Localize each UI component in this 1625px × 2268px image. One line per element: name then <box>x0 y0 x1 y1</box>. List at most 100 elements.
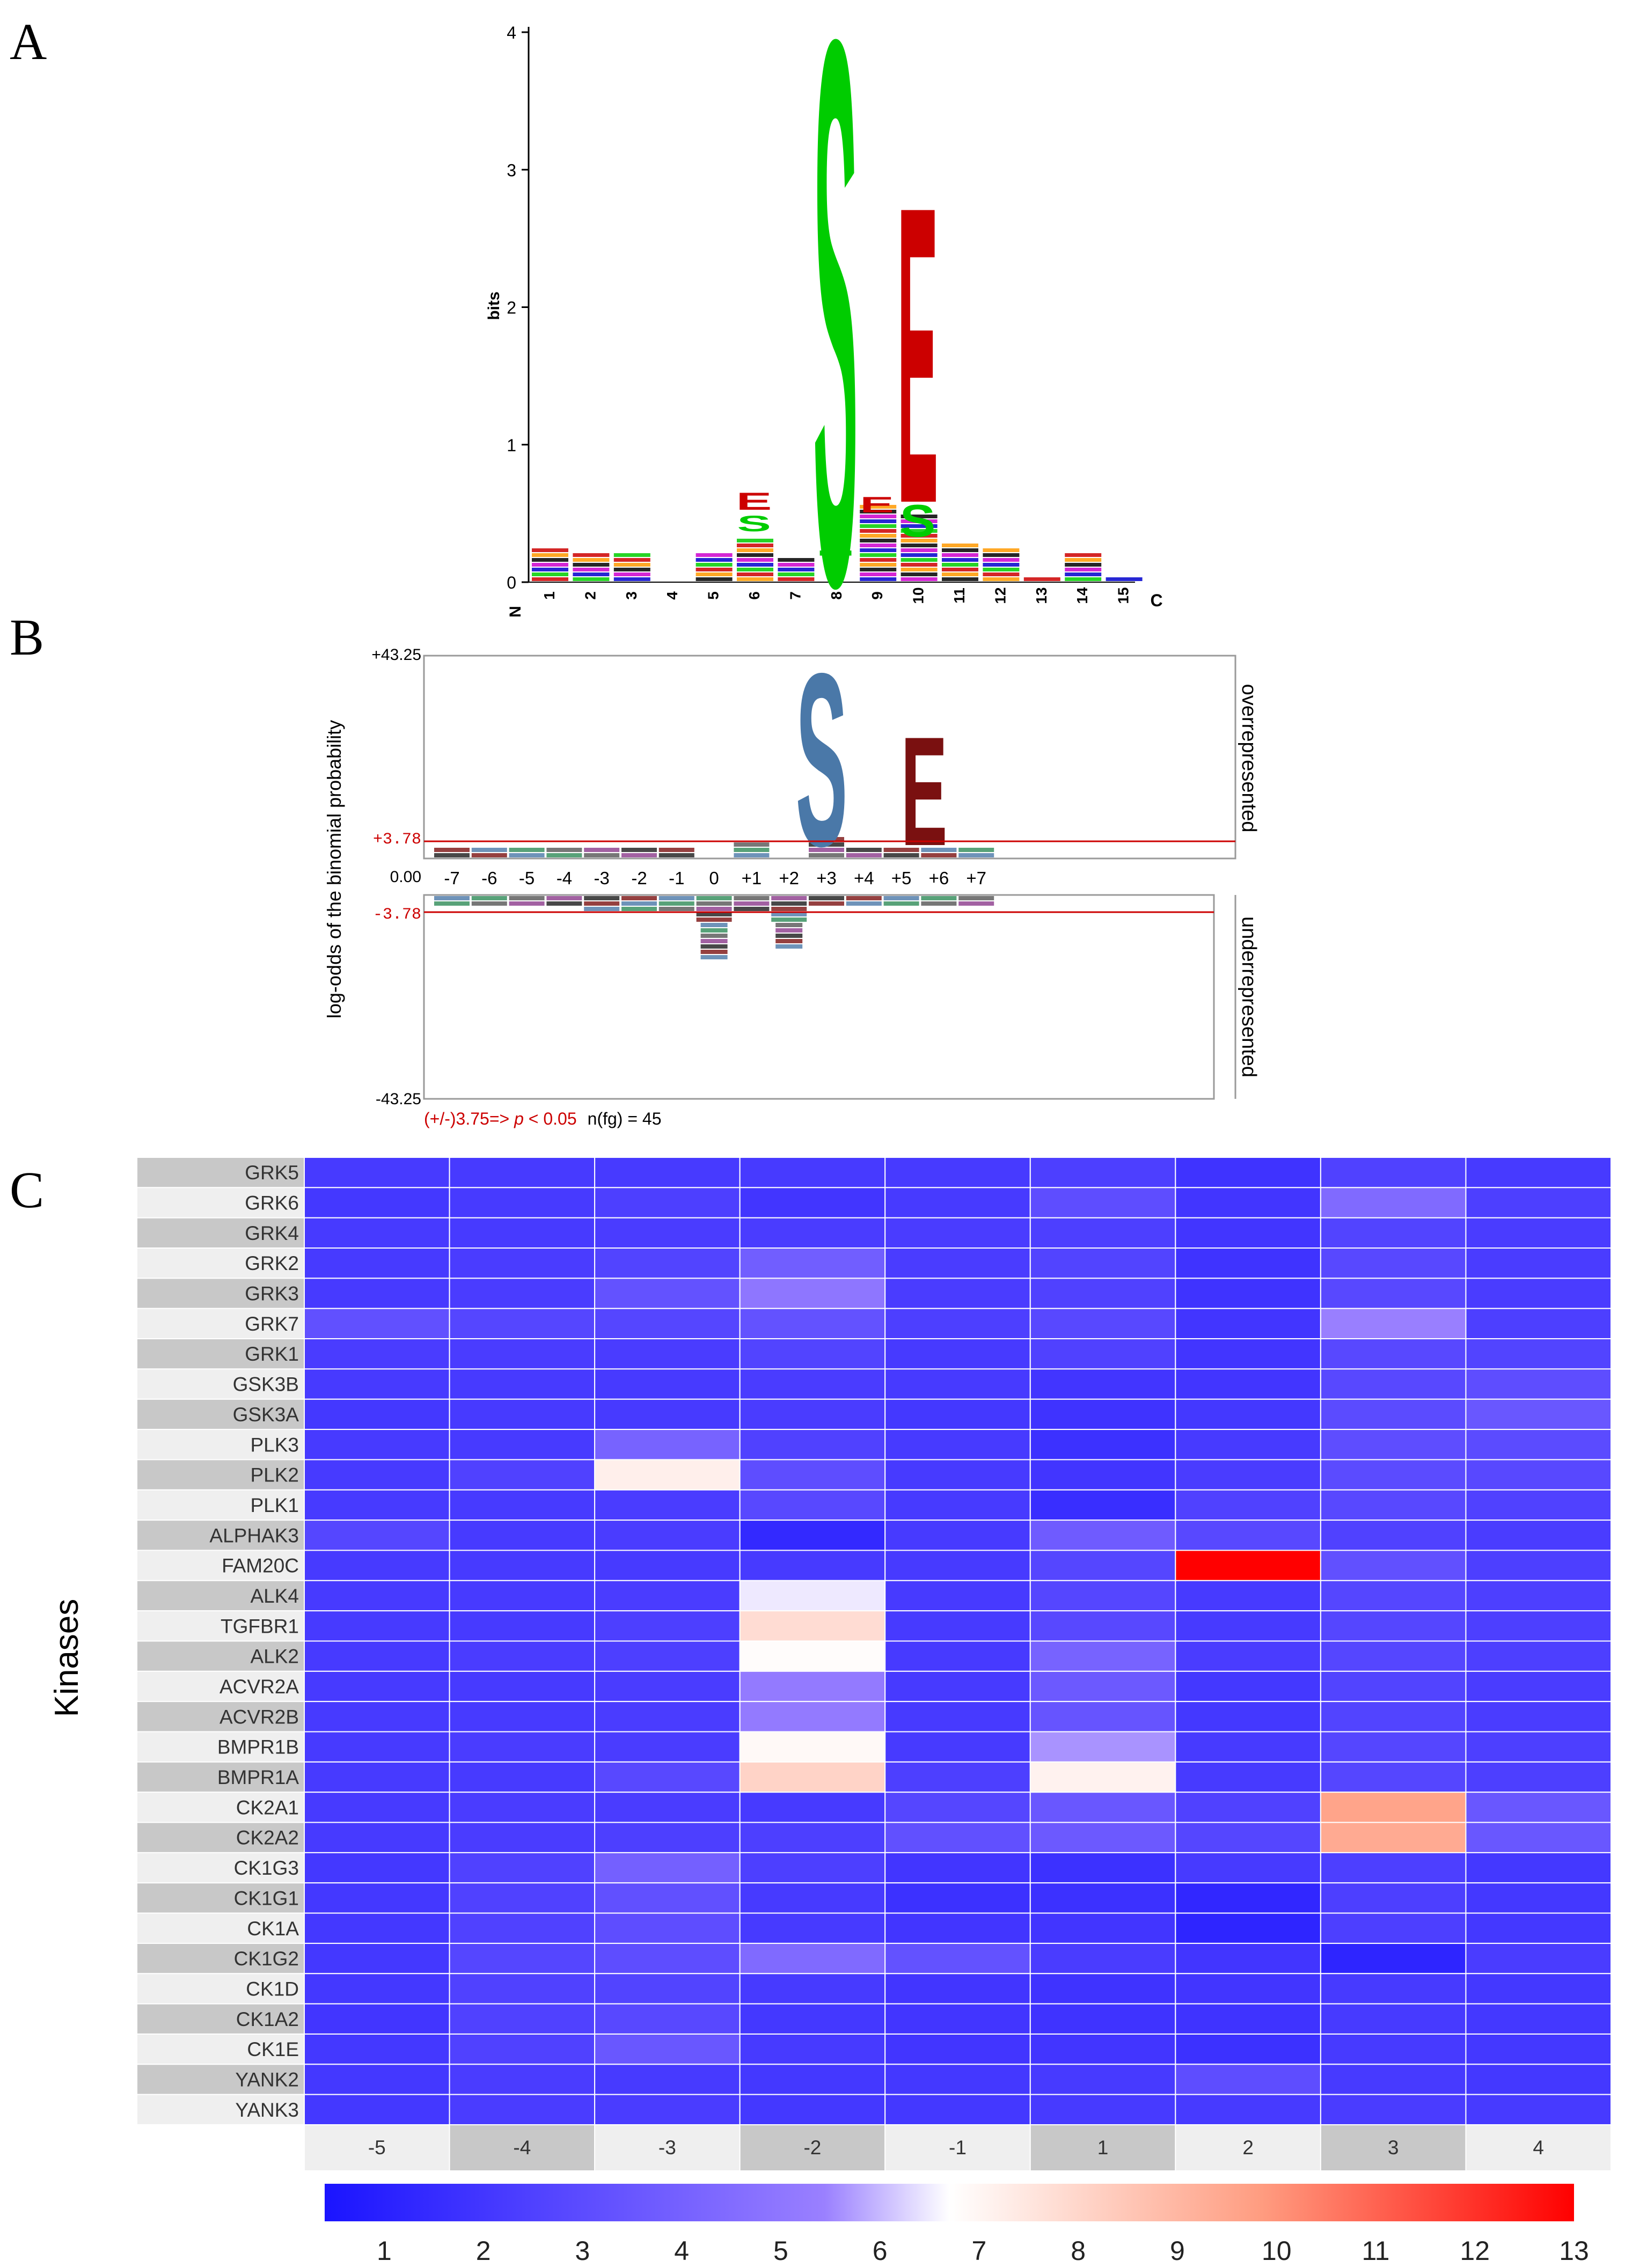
heatmap-cell <box>594 1520 741 1551</box>
heatmap-cell <box>884 1852 1031 1884</box>
heatmap-cell <box>1320 1308 1467 1340</box>
logo-b-small-letter <box>809 896 844 900</box>
heatmap-cell <box>449 1580 596 1612</box>
heatmap-cell <box>1029 1520 1176 1551</box>
logo-b-small-letter <box>921 853 957 857</box>
heatmap-cell <box>1320 1882 1467 1914</box>
heatmap-cell <box>1320 1610 1467 1642</box>
logo-a-small-letter <box>532 577 568 581</box>
footnote-n: n(fg) = 45 <box>588 1109 662 1128</box>
logo-a-small-letter <box>860 563 897 567</box>
heatmap-row-label-bg <box>136 2033 305 2065</box>
logo-b-small-letter <box>584 853 620 857</box>
logo-a-small-letter <box>1106 577 1143 581</box>
logo-a-small-letter <box>942 572 978 576</box>
colorbar-tick-label: 10 <box>1262 2236 1292 2265</box>
heatmap-cell <box>1465 1520 1612 1551</box>
logo-b-letter-s-pos0: S <box>796 622 848 898</box>
heatmap-cell <box>594 2094 741 2125</box>
logo-a-small-letter <box>901 529 938 533</box>
logo-a-small-letter <box>737 544 773 547</box>
heatmap-cell <box>1175 2094 1321 2125</box>
heatmap-row-label-bg <box>136 1398 305 1430</box>
heatmap-cell <box>884 1157 1031 1188</box>
logo-b-small-letter <box>509 896 545 900</box>
logo-a-small-letter <box>613 568 650 571</box>
heatmap-cell <box>304 1217 450 1249</box>
panel-b-footnote: (+/-)3.75=> p < 0.05 n(fg) = 45 <box>424 1109 662 1128</box>
logo-b-small-letter <box>471 848 507 852</box>
panel-b-position-label: -4 <box>557 868 572 888</box>
logo-b-small-letter <box>658 848 694 852</box>
heatmap-cell <box>1029 1942 1176 1975</box>
heatmap-cell <box>1465 2064 1612 2095</box>
heatmap-cell <box>304 1550 450 1581</box>
heatmap-row-label: GRK1 <box>245 1343 299 1365</box>
logo-b-letter-e-pos2: E <box>901 704 948 878</box>
heatmap-cell <box>304 1520 450 1551</box>
logo-a-small-letter <box>860 505 897 509</box>
logo-b-small-letter <box>658 907 694 911</box>
heatmap-cell <box>739 1701 886 1733</box>
heatmap-cell <box>1320 1278 1467 1309</box>
heatmap-cell <box>1029 1822 1176 1853</box>
heatmap-cell <box>884 1670 1031 1702</box>
panel-a-x-tick-label: 8 <box>828 591 845 600</box>
panel-c-heatmap: GRK5 GRK6 GRK4 GRK2 GRK3 GRK7 GRK1 GSK3B GSK3A PL… <box>48 1157 1612 2266</box>
colorbar-tick-label: 6 <box>873 2236 888 2265</box>
logo-a-small-letter <box>573 553 610 557</box>
panel-b-position-label: +7 <box>966 868 986 888</box>
logo-a-small-letter <box>696 572 733 576</box>
heatmap-row-label-bg <box>136 2003 305 2035</box>
logo-b-small-letter <box>809 842 844 847</box>
logo-a-small-letter <box>901 577 938 581</box>
heatmap-cell <box>449 2094 596 2125</box>
logo-b-small-letter <box>546 901 582 906</box>
heatmap-cell <box>594 1882 741 1914</box>
heatmap-ylabel: Kinases <box>48 1599 85 1717</box>
logo-a-small-letter <box>737 548 773 552</box>
panel-a-x-tick-label: 10 <box>910 587 927 604</box>
logo-b-small-letter <box>546 896 582 900</box>
heatmap-cell <box>1029 1580 1176 1612</box>
panel-a-x-tick-label: 6 <box>746 591 763 600</box>
heatmap-cell <box>739 1852 886 1884</box>
heatmap-row-label-bg <box>136 1217 305 1249</box>
heatmap-cell <box>1320 1973 1467 2005</box>
heatmap-cell <box>1465 1459 1612 1491</box>
panel-b-y-bottom: -43.25 <box>376 1090 421 1108</box>
heatmap-cell <box>739 1308 886 1340</box>
heatmap-cell <box>1465 1580 1612 1612</box>
panel-a-x-tick-label: 14 <box>1074 587 1090 604</box>
heatmap-cell <box>1465 1489 1612 1521</box>
heatmap-cell <box>884 2094 1031 2125</box>
heatmap-cell <box>1320 1247 1467 1279</box>
logo-a-letter-e-pos9: E <box>860 492 894 517</box>
logo-b-small-letter <box>846 901 882 906</box>
logo-b-small-letter <box>509 853 545 857</box>
logo-a-small-letter <box>942 544 978 547</box>
colorbar-tick-label: 13 <box>1559 2236 1589 2265</box>
heatmap-cell <box>1029 1792 1176 1823</box>
heatmap-cell <box>1029 1973 1176 2005</box>
heatmap-cell <box>594 1731 741 1763</box>
heatmap-cell <box>884 1247 1031 1279</box>
logo-a-small-letter <box>696 553 733 557</box>
heatmap-cell <box>1175 1520 1321 1551</box>
heatmap-cell <box>884 1822 1031 1853</box>
heatmap-cell <box>1465 1610 1612 1642</box>
logo-b-small-letter <box>775 944 803 949</box>
heatmap-cell <box>1465 2094 1612 2125</box>
heatmap-cell <box>1320 1580 1467 1612</box>
panel-a-x-tick-label: 2 <box>582 591 598 600</box>
heatmap-cell <box>739 1550 886 1581</box>
heatmap-cell <box>884 1187 1031 1219</box>
heatmap-cell <box>1029 1912 1176 1944</box>
heatmap-cell <box>594 1942 741 1975</box>
logo-b-small-letter <box>734 842 770 847</box>
logo-a-small-letter <box>860 577 897 581</box>
logo-a-small-letter <box>1065 563 1102 567</box>
panel-label-a: A <box>10 13 47 70</box>
heatmap-cell <box>739 1398 886 1430</box>
